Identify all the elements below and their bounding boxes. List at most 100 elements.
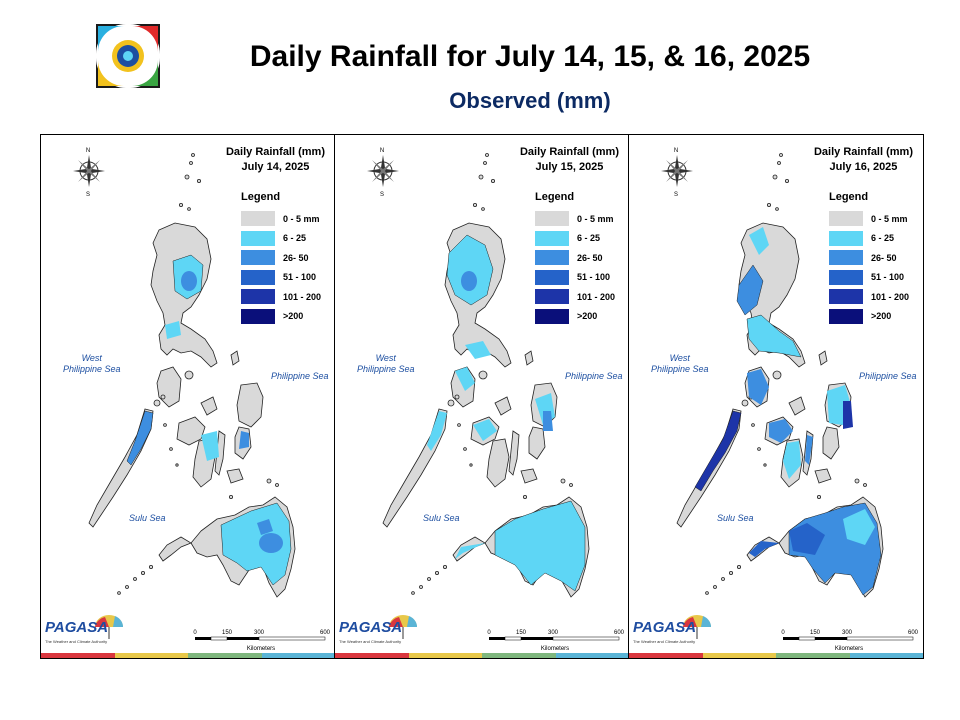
- panel-title-july-16: Daily Rainfall (mm) July 16, 2025: [814, 145, 913, 175]
- legend-swatch: [535, 289, 569, 305]
- pagasa-branding: PAGASA The Weather and Climate Authority: [339, 613, 419, 647]
- sulu-sea-label: Sulu Sea: [129, 513, 166, 523]
- legend: Legend 0 - 5 mm 6 - 25 26- 50 51 - 100 1…: [241, 191, 321, 326]
- legend-heading: Legend: [241, 191, 281, 203]
- panel-title-line2: July 15, 2025: [535, 161, 604, 173]
- legend-swatch: [241, 269, 275, 285]
- umbrella-icon: [389, 615, 418, 639]
- legend-label: 101 - 200: [577, 291, 616, 302]
- legend-swatch: [535, 211, 569, 227]
- legend-row: 26- 50: [535, 248, 615, 268]
- legend-label: 51 - 100: [577, 272, 611, 283]
- philippine-sea-label: Philippine Sea: [565, 371, 623, 381]
- legend-swatch: [829, 269, 863, 285]
- legend-label: 51 - 100: [871, 272, 905, 283]
- legend-swatch: [535, 250, 569, 266]
- legend-row: 0 - 5 mm: [535, 209, 615, 229]
- umbrella-icon: [683, 615, 712, 639]
- page-title: Daily Rainfall for July 14, 15, & 16, 20…: [249, 40, 811, 73]
- scale-tick: 600: [908, 630, 919, 636]
- legend: Legend 0 - 5 mm 6 - 25 26- 50 51 - 100 1…: [829, 191, 909, 326]
- page-subtitle: Observed (mm): [449, 88, 611, 113]
- legend-swatch: [829, 211, 863, 227]
- panel-title-line2: July 16, 2025: [829, 161, 898, 173]
- sea-label-line: Philippine Sea: [651, 364, 709, 374]
- brand-tagline: The Weather and Climate Authority: [633, 639, 696, 644]
- sea-label-line: West: [81, 353, 102, 363]
- legend-label: 6 - 25: [283, 233, 307, 244]
- scale-bar: 0 150 300 600 Kilometers: [781, 630, 919, 652]
- pagasa-branding: PAGASA The Weather and Climate Authority: [633, 613, 713, 647]
- scale-unit: Kilometers: [247, 646, 275, 652]
- legend-label: 51 - 100: [283, 272, 317, 283]
- scale-tick: 150: [222, 630, 233, 636]
- legend-swatch: [241, 230, 275, 246]
- west-philippine-sea-label: West Philippine Sea: [357, 353, 415, 375]
- legend-label: 26- 50: [577, 252, 603, 263]
- legend-row: 101 - 200: [829, 287, 909, 307]
- scale-tick: 150: [516, 630, 527, 636]
- panel-title-july-14: Daily Rainfall (mm) July 14, 2025: [226, 145, 325, 175]
- rainfall-map-july-16: N S Daily Rainfall (mm) July 16, 2025 Le…: [628, 134, 924, 659]
- legend-label: 0 - 5 mm: [577, 213, 614, 224]
- panel-title-july-15: Daily Rainfall (mm) July 15, 2025: [520, 145, 619, 175]
- sulu-sea-label: Sulu Sea: [423, 513, 460, 523]
- svg-text:N: N: [380, 148, 384, 154]
- legend-row: 101 - 200: [535, 287, 615, 307]
- svg-text:S: S: [86, 192, 90, 198]
- scale-tick: 600: [614, 630, 625, 636]
- legend-swatch: [535, 269, 569, 285]
- legend-swatch: [241, 250, 275, 266]
- legend-label: >200: [577, 311, 598, 322]
- legend-row: 26- 50: [241, 248, 321, 268]
- west-philippine-sea-label: West Philippine Sea: [63, 353, 121, 375]
- legend-swatch: [829, 289, 863, 305]
- legend-swatch: [829, 250, 863, 266]
- scale-tick: 0: [193, 630, 197, 636]
- scale-unit: Kilometers: [541, 646, 569, 652]
- legend-label: 101 - 200: [283, 291, 322, 302]
- legend-swatch: [535, 230, 569, 246]
- legend-row: 0 - 5 mm: [829, 209, 909, 229]
- svg-text:S: S: [380, 192, 384, 198]
- legend-row: 6 - 25: [535, 229, 615, 249]
- sea-label-line: West: [375, 353, 396, 363]
- legend-label: 6 - 25: [577, 233, 601, 244]
- rainfall-map-july-15: N S Daily Rainfall (mm) July 15, 2025 Le…: [334, 134, 630, 659]
- umbrella-icon: [95, 615, 124, 639]
- legend-row: 51 - 100: [829, 268, 909, 288]
- scale-tick: 300: [548, 630, 559, 636]
- legend-swatch: [829, 230, 863, 246]
- sea-label-line: West: [669, 353, 690, 363]
- legend-row: 51 - 100: [535, 268, 615, 288]
- map-july-15: N S: [366, 148, 590, 598]
- footer-color-strip: [335, 653, 629, 658]
- scale-tick: 300: [842, 630, 853, 636]
- map-july-16: N S: [660, 148, 884, 598]
- pagasa-branding: PAGASA The Weather and Climate Authority: [45, 613, 125, 647]
- scale-unit: Kilometers: [835, 646, 863, 652]
- legend-label: 26- 50: [871, 252, 897, 263]
- philippine-sea-label: Philippine Sea: [271, 371, 329, 381]
- legend-label: 101 - 200: [871, 291, 910, 302]
- brand-name: PAGASA: [45, 619, 109, 636]
- philippine-sea-label: Philippine Sea: [859, 371, 917, 381]
- panel-title-line1: Daily Rainfall (mm): [225, 146, 325, 158]
- legend-swatch: [241, 289, 275, 305]
- scale-bar: 0 150 300 600 Kilometers: [193, 630, 331, 652]
- pagasa-logo: [96, 24, 160, 88]
- scale-tick: 600: [320, 630, 331, 636]
- legend-row: 6 - 25: [829, 229, 909, 249]
- legend-row: >200: [241, 307, 321, 327]
- west-philippine-sea-label: West Philippine Sea: [651, 353, 709, 375]
- legend-label: 6 - 25: [871, 233, 895, 244]
- legend-label: >200: [283, 311, 304, 322]
- brand-tagline: The Weather and Climate Authority: [339, 639, 402, 644]
- sea-label-line: Philippine Sea: [357, 364, 415, 374]
- legend-heading: Legend: [535, 191, 575, 203]
- panel-title-line1: Daily Rainfall (mm): [519, 146, 619, 158]
- legend-row: >200: [535, 307, 615, 327]
- legend-row: 101 - 200: [241, 287, 321, 307]
- footer-color-strip: [41, 653, 335, 658]
- sea-label-line: Philippine Sea: [63, 364, 121, 374]
